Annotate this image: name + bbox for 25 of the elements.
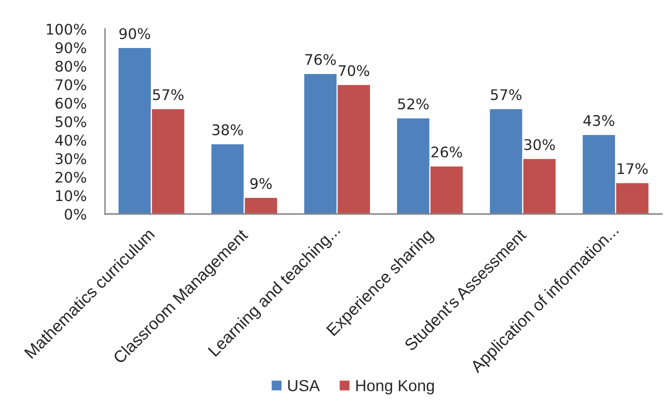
y-tick-label: 30% [56,153,86,164]
y-tick-label: 100% [46,24,86,35]
y-tick-label: 50% [56,116,86,128]
data-label: 17% [618,163,648,174]
y-tick-label: 20% [56,172,86,183]
legend-label: USA [288,380,320,392]
data-label: 57% [490,89,522,100]
data-label: 52% [398,98,429,110]
y-tick-label: 40% [55,134,86,146]
data-label: 57% [153,89,184,100]
data-label: 76% [305,54,336,66]
data-label: 26% [431,146,462,158]
y-tick-label: 10% [56,190,86,202]
data-label: 38% [212,124,243,136]
data-label: 90% [119,28,150,40]
y-tick-label: 60% [56,98,86,109]
data-label: 43% [583,115,614,126]
y-tick-label: 0% [64,208,86,220]
y-tick-label: 80% [56,60,86,72]
data-label: 30% [524,139,555,150]
data-label: 70% [338,65,370,76]
y-tick-label: 70% [56,79,86,90]
legend-label: Hong Kong [356,380,434,394]
y-tick-label: 90% [55,42,86,54]
data-label: 9% [250,178,272,189]
